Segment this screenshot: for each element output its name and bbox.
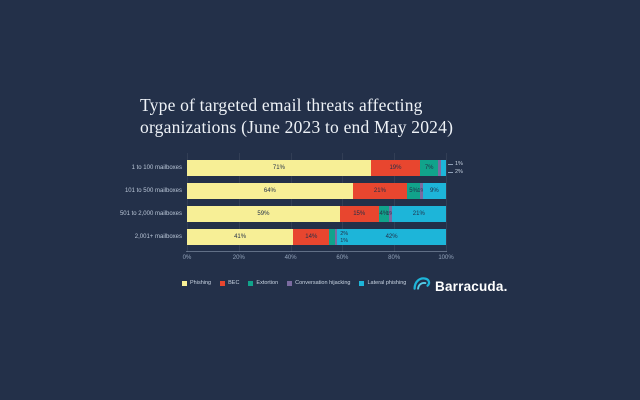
legend-label: Lateral phishing — [367, 280, 407, 286]
category-label: 101 to 500 mailboxes — [124, 188, 182, 194]
x-axis-line — [186, 251, 447, 252]
bar-value-label: 1% — [386, 211, 395, 217]
bar-segment — [370, 160, 421, 176]
bar-value-label: 71% — [272, 165, 285, 171]
bar-value-label: 9% — [430, 188, 439, 194]
category-label: 2,001+ mailboxes — [134, 234, 182, 240]
gridline — [290, 153, 292, 252]
barracuda-wave-icon — [412, 274, 431, 298]
category-label: 1 to 100 mailboxes — [131, 165, 182, 171]
bar-segment — [339, 206, 379, 222]
category-label: 501 to 2,000 mailboxes — [119, 211, 182, 217]
bar-value-label: 7% — [424, 165, 434, 171]
bar-value-label: 59% — [257, 211, 270, 217]
bar-segment — [293, 229, 330, 245]
bar-segment — [378, 206, 390, 222]
bar-segment — [187, 206, 340, 222]
logo-wordmark: Barracuda. — [435, 278, 508, 294]
bar-value-label: 4% — [379, 211, 389, 217]
x-tick-label: 100% — [438, 255, 454, 261]
legend-swatch — [220, 280, 226, 286]
bar-value-label: 42% — [385, 234, 398, 240]
bar-segment — [420, 160, 439, 176]
legend-label: Conversation hijacking — [295, 280, 351, 286]
bar-segment — [440, 160, 446, 176]
legend-label: Extortion — [256, 280, 279, 286]
callout-value-label: 1% — [340, 238, 349, 244]
legend-label: Phishing — [190, 280, 212, 286]
x-tick-label: 80% — [388, 255, 401, 261]
bar-segment — [438, 160, 441, 176]
legend-item: Lateral phishing — [359, 280, 406, 286]
bar-segment — [389, 206, 392, 222]
bar-value-label: 21% — [373, 188, 386, 194]
gridline — [238, 153, 240, 252]
legend-swatch — [287, 280, 293, 286]
bar-segment — [187, 229, 294, 245]
legend-item: BEC — [220, 280, 239, 286]
bar-segment — [422, 183, 446, 199]
legend-item: Phishing — [182, 280, 211, 286]
legend-swatch — [359, 280, 365, 286]
bar-segment — [352, 183, 408, 199]
legend-swatch — [248, 280, 254, 286]
bar-value-label: 1% — [417, 188, 426, 194]
bar-segment — [334, 229, 338, 245]
callout-value-label: 1% — [455, 161, 463, 167]
bar-segment — [329, 229, 335, 245]
callout-leader-line — [448, 172, 453, 173]
barracuda-logo: Barracuda. — [412, 274, 508, 298]
legend-item: Conversation hijacking — [287, 280, 350, 286]
bar-segment — [187, 160, 371, 176]
callout-leader-line — [448, 164, 453, 165]
bar-value-label: 15% — [353, 211, 366, 217]
legend-label: BEC — [228, 280, 240, 286]
legend-item: Extortion — [248, 280, 278, 286]
bar-segment — [420, 183, 423, 199]
bar-segment — [337, 229, 446, 245]
x-tick-label: 20% — [232, 255, 245, 261]
chart-title: Type of targeted email threats affecting… — [140, 95, 454, 138]
gridline — [394, 153, 396, 252]
bar-value-label: 21% — [412, 211, 425, 217]
bar-value-label: 5% — [409, 188, 418, 194]
bar-segment — [187, 183, 353, 199]
callout-value-label: 2% — [455, 169, 463, 175]
bar-value-label: 41% — [234, 234, 247, 240]
bar-value-label: 64% — [263, 188, 276, 194]
chart-legend: Phishing BEC Extortion Conversation hijacki… — [182, 280, 406, 286]
bar-value-label: 14% — [305, 234, 318, 240]
x-tick-label: 40% — [284, 255, 297, 261]
gridline — [187, 153, 188, 252]
x-tick-label: 60% — [336, 255, 349, 261]
legend-swatch — [182, 280, 187, 286]
callout-value-label: 2% — [340, 230, 349, 237]
gridline — [446, 153, 447, 252]
bar-value-label: 19% — [389, 165, 402, 171]
x-tick-label: 0% — [182, 255, 192, 261]
bar-segment — [391, 206, 446, 222]
gridline — [342, 153, 344, 252]
bar-segment — [407, 183, 421, 199]
